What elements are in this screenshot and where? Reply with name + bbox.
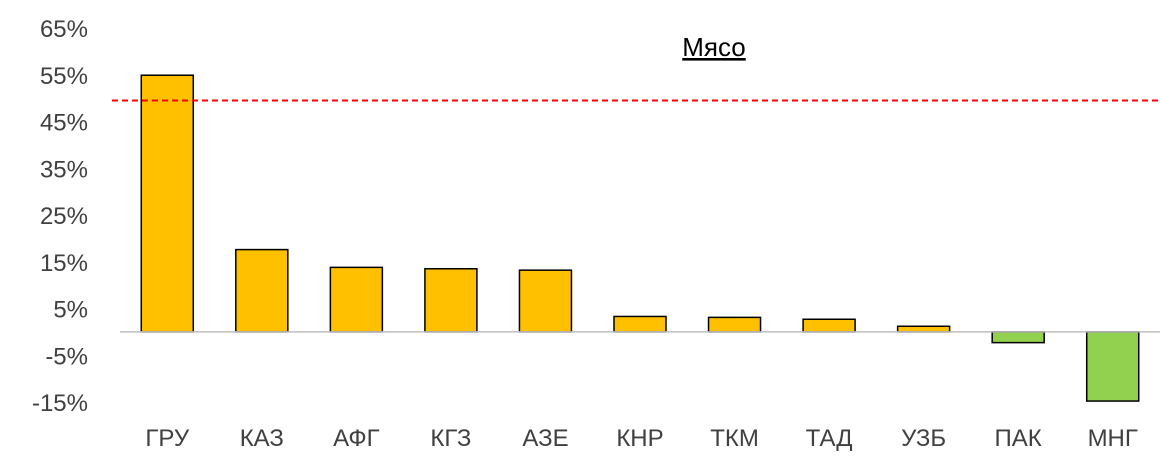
- x-tick-label: ГРУ: [145, 425, 189, 452]
- chart-title: Мясо: [682, 32, 746, 62]
- y-tick-label: -5%: [45, 343, 88, 370]
- x-tick-label: УЗБ: [901, 425, 946, 452]
- y-tick-label: 35%: [40, 156, 88, 183]
- x-tick-label: КГЗ: [430, 425, 471, 452]
- y-tick-label: 65%: [40, 16, 88, 43]
- y-tick-label: -15%: [32, 390, 88, 417]
- y-tick-label: 5%: [53, 297, 88, 324]
- x-tick-label: КАЗ: [240, 425, 284, 452]
- bar: [613, 315, 667, 333]
- bar: [424, 268, 478, 333]
- bar: [140, 74, 195, 333]
- x-tick-label: ТАД: [806, 425, 853, 452]
- bar: [235, 248, 289, 333]
- y-tick-label: 45%: [40, 110, 88, 137]
- bar: [707, 316, 762, 333]
- bar: [896, 325, 951, 333]
- x-tick-label: АФГ: [333, 425, 379, 452]
- bar: [518, 269, 573, 333]
- x-tick-label: ТКМ: [710, 425, 759, 452]
- x-tick-label: АЗЕ: [522, 425, 568, 452]
- x-tick-label: КНР: [616, 425, 663, 452]
- x-axis: ГРУ КАЗ АФГ КГЗ АЗЕ КНР ТКМ ТАД УЗБ ПАК МНГ: [145, 425, 1137, 452]
- y-tick-label: 15%: [40, 250, 88, 277]
- x-tick-label: ПАК: [995, 425, 1042, 452]
- bar: [329, 266, 384, 333]
- bar: [991, 331, 1045, 344]
- y-axis: 65% 55% 45% 35% 25% 15% 5% -5% -15%: [32, 16, 88, 417]
- y-tick-label: 55%: [40, 63, 88, 90]
- bar: [802, 318, 856, 333]
- x-tick-label: МНГ: [1088, 425, 1138, 452]
- bars: [140, 74, 1140, 402]
- bar: [1085, 331, 1140, 402]
- y-tick-label: 25%: [40, 203, 88, 230]
